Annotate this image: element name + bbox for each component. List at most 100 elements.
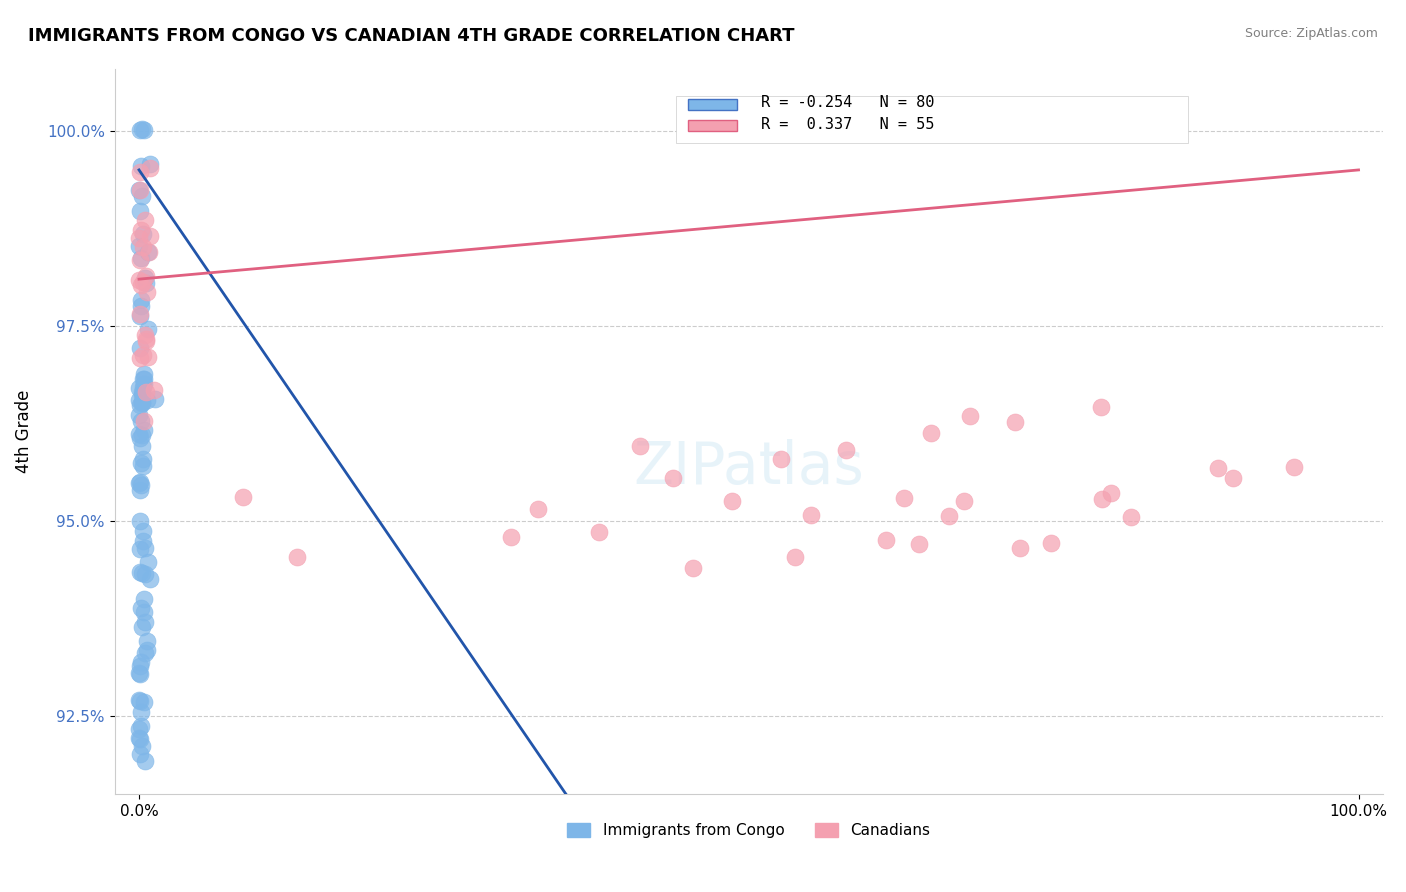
Point xyxy=(128,565,150,579)
Text: R =  0.337   N = 55: R = 0.337 N = 55 xyxy=(761,117,935,132)
Point xyxy=(129,483,152,497)
Point xyxy=(769,451,792,466)
Point xyxy=(232,490,254,504)
Point xyxy=(1039,536,1062,550)
Point xyxy=(136,350,159,364)
Point xyxy=(129,165,152,179)
Point xyxy=(1004,415,1026,429)
Point xyxy=(907,537,929,551)
Point xyxy=(131,223,153,237)
Point xyxy=(129,341,152,355)
Point xyxy=(1121,510,1143,524)
Point xyxy=(128,427,150,442)
Point xyxy=(129,309,152,323)
Point xyxy=(131,372,153,386)
Point xyxy=(131,388,153,402)
Point xyxy=(128,514,150,528)
Point xyxy=(129,456,152,470)
Point xyxy=(499,530,522,544)
Point xyxy=(132,423,155,437)
Point xyxy=(893,491,915,506)
Point xyxy=(134,270,156,285)
Point xyxy=(138,157,160,171)
Text: ZIPatlas: ZIPatlas xyxy=(633,439,865,496)
Text: R = -0.254   N = 80: R = -0.254 N = 80 xyxy=(761,95,935,110)
Point xyxy=(129,299,152,313)
Point xyxy=(128,230,150,244)
Bar xyxy=(688,120,737,131)
Point xyxy=(128,273,150,287)
Point xyxy=(129,666,152,681)
Point xyxy=(132,240,155,254)
Point xyxy=(129,719,152,733)
Point xyxy=(138,245,160,260)
Point xyxy=(1090,400,1112,414)
Point xyxy=(938,508,960,523)
Point xyxy=(129,159,152,173)
Point xyxy=(132,452,155,467)
Y-axis label: 4th Grade: 4th Grade xyxy=(15,390,32,473)
Point xyxy=(128,666,150,681)
Point xyxy=(135,643,157,657)
Point xyxy=(128,693,150,707)
Legend: Immigrants from Congo, Canadians: Immigrants from Congo, Canadians xyxy=(561,817,936,845)
Point xyxy=(135,334,157,349)
Point xyxy=(139,229,162,244)
Point xyxy=(128,731,150,746)
Point xyxy=(135,276,157,290)
Point xyxy=(1222,471,1244,485)
Point xyxy=(129,351,152,366)
Point xyxy=(132,591,155,606)
Point xyxy=(134,328,156,343)
Point xyxy=(136,285,159,299)
Point xyxy=(134,605,156,619)
Point xyxy=(682,561,704,575)
Point xyxy=(129,293,152,307)
Point xyxy=(128,239,150,253)
Point xyxy=(139,572,162,586)
Point xyxy=(135,384,157,399)
Point xyxy=(129,705,152,719)
Point xyxy=(129,251,152,265)
Point xyxy=(131,394,153,409)
Point xyxy=(128,408,150,422)
Point xyxy=(129,307,152,321)
Point xyxy=(134,567,156,582)
Point xyxy=(287,549,309,564)
Point xyxy=(131,227,153,241)
Point xyxy=(875,533,897,548)
Point xyxy=(129,655,152,669)
Point xyxy=(131,739,153,754)
Point xyxy=(128,381,150,395)
Point xyxy=(128,392,150,407)
Point xyxy=(1206,460,1229,475)
Point xyxy=(131,348,153,362)
Point xyxy=(131,439,153,453)
Point xyxy=(139,161,162,175)
Point xyxy=(131,395,153,409)
Point xyxy=(131,379,153,393)
Point xyxy=(721,493,744,508)
Point xyxy=(131,428,153,442)
Point xyxy=(129,600,152,615)
Point xyxy=(1010,541,1032,555)
Point xyxy=(129,475,152,489)
Point xyxy=(129,478,152,492)
Point xyxy=(131,566,153,581)
Point xyxy=(136,322,159,336)
Point xyxy=(128,398,150,412)
Point xyxy=(129,183,152,197)
Point xyxy=(128,722,150,736)
Point xyxy=(135,633,157,648)
Point xyxy=(129,659,152,673)
Point xyxy=(132,533,155,548)
Point xyxy=(136,244,159,259)
Text: Source: ZipAtlas.com: Source: ZipAtlas.com xyxy=(1244,27,1378,40)
Point xyxy=(128,731,150,745)
Point xyxy=(134,695,156,709)
Point xyxy=(588,525,610,540)
Point xyxy=(131,384,153,399)
Point xyxy=(128,253,150,268)
Point xyxy=(129,431,152,445)
Point xyxy=(131,620,153,634)
